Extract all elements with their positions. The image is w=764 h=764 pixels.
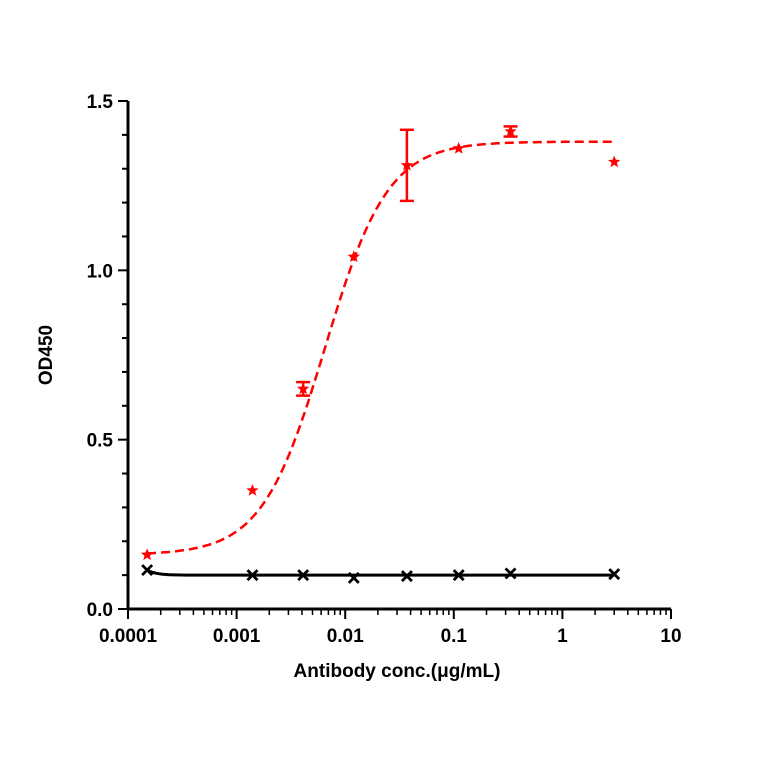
x-marker (141, 564, 154, 577)
y-tick-label: 0.0 (87, 600, 113, 621)
markers-group (140, 125, 621, 584)
x-marker (608, 568, 621, 581)
x-marker (504, 567, 517, 580)
x-tick-label: 0.0001 (99, 626, 158, 647)
star-marker (608, 155, 621, 168)
star-marker (504, 125, 517, 137)
x-marker (400, 570, 413, 583)
y-tick-label: 1.5 (87, 92, 114, 113)
x-tick-label: 1 (557, 626, 568, 647)
fit-curve-red (147, 140, 615, 555)
y-tick-label: 0.5 (87, 431, 114, 452)
star-marker (297, 382, 310, 395)
star-marker (246, 484, 259, 496)
x-marker (297, 569, 310, 582)
star-marker (452, 141, 465, 154)
fit-curve-black (146, 568, 615, 577)
star-marker (347, 250, 360, 262)
star-marker (140, 548, 154, 561)
x-marker (347, 571, 360, 584)
fit-curves-group (146, 140, 615, 577)
x-marker (246, 569, 259, 582)
x-tick-label: 10 (660, 626, 681, 647)
star-marker (400, 158, 414, 171)
x-tick-label: 0.1 (441, 626, 468, 647)
y-axis-title: OD450 (36, 325, 57, 385)
x-axis-title: Antibody conc.(μg/mL) (294, 661, 501, 682)
axes-group: 0.0 0.5 1.0 1.5 0.0001 0.001 0.01 0.1 1 10 (87, 92, 682, 647)
y-tick-label: 1.0 (87, 261, 113, 282)
x-marker (452, 569, 465, 582)
x-tick-label: 0.001 (213, 626, 261, 647)
x-tick-label: 0.01 (327, 626, 364, 647)
